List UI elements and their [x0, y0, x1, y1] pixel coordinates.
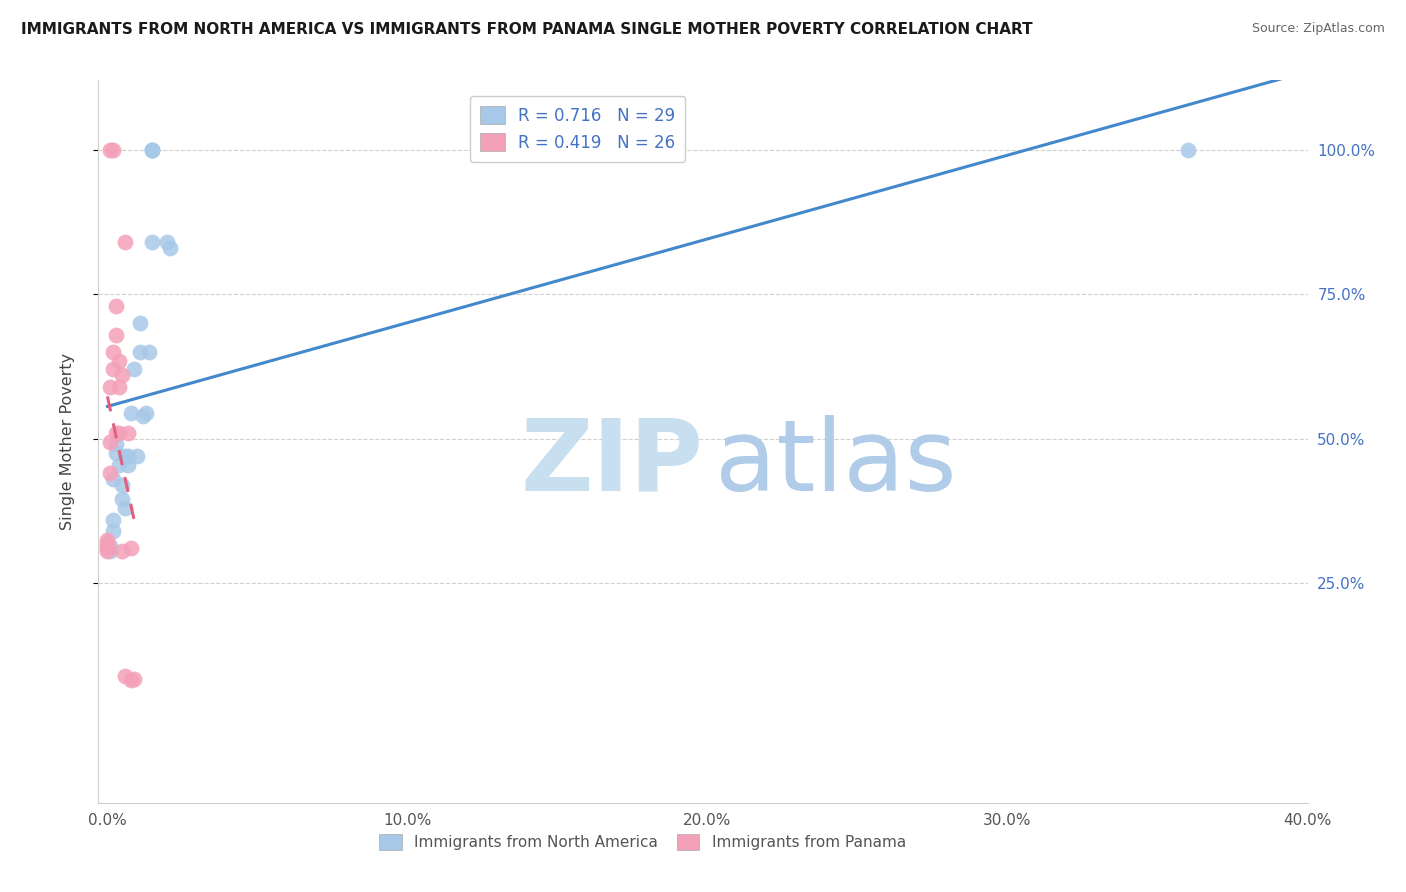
Text: Source: ZipAtlas.com: Source: ZipAtlas.com	[1251, 22, 1385, 36]
Point	[105, 327, 128, 342]
Point	[141, 235, 163, 249]
Point	[100, 544, 122, 558]
Point	[111, 478, 134, 492]
Point	[105, 425, 128, 440]
Text: ZIP: ZIP	[520, 415, 703, 512]
Text: atlas: atlas	[716, 415, 956, 512]
Point	[114, 449, 136, 463]
Point	[108, 425, 131, 440]
Point	[96, 541, 118, 556]
Point	[129, 345, 152, 359]
Point	[108, 353, 131, 368]
Point	[103, 524, 125, 538]
Point	[100, 143, 122, 157]
Point	[96, 533, 118, 547]
Point	[100, 379, 122, 393]
Point	[100, 467, 122, 481]
Point	[124, 362, 146, 376]
Point	[105, 299, 128, 313]
Point	[100, 539, 122, 553]
Point	[138, 345, 160, 359]
Point	[120, 406, 142, 420]
Point	[96, 544, 118, 558]
Point	[111, 368, 134, 382]
Point	[108, 458, 131, 472]
Point	[96, 539, 118, 553]
Point	[129, 316, 152, 330]
Point	[105, 437, 128, 451]
Point	[159, 241, 181, 255]
Point	[111, 492, 134, 507]
Point	[114, 235, 136, 249]
Point	[117, 425, 139, 440]
Point	[103, 512, 125, 526]
Point	[100, 434, 122, 449]
Point	[141, 143, 163, 157]
Point	[105, 446, 128, 460]
Point	[141, 143, 163, 157]
Point	[103, 143, 125, 157]
Point	[120, 673, 142, 688]
Point	[156, 235, 179, 249]
Point	[114, 501, 136, 516]
Point	[127, 449, 149, 463]
Point	[108, 379, 131, 393]
Legend: Immigrants from North America, Immigrants from Panama: Immigrants from North America, Immigrant…	[373, 828, 912, 856]
Point	[1177, 143, 1199, 157]
Point	[103, 472, 125, 486]
Point	[124, 672, 146, 686]
Point	[117, 449, 139, 463]
Point	[120, 541, 142, 556]
Point	[117, 458, 139, 472]
Text: IMMIGRANTS FROM NORTH AMERICA VS IMMIGRANTS FROM PANAMA SINGLE MOTHER POVERTY CO: IMMIGRANTS FROM NORTH AMERICA VS IMMIGRA…	[21, 22, 1033, 37]
Point	[96, 535, 118, 549]
Y-axis label: Single Mother Poverty: Single Mother Poverty	[60, 353, 75, 530]
Point	[111, 544, 134, 558]
Point	[103, 345, 125, 359]
Point	[141, 143, 163, 157]
Point	[103, 362, 125, 376]
Point	[132, 409, 155, 423]
Point	[135, 406, 157, 420]
Point	[114, 668, 136, 682]
